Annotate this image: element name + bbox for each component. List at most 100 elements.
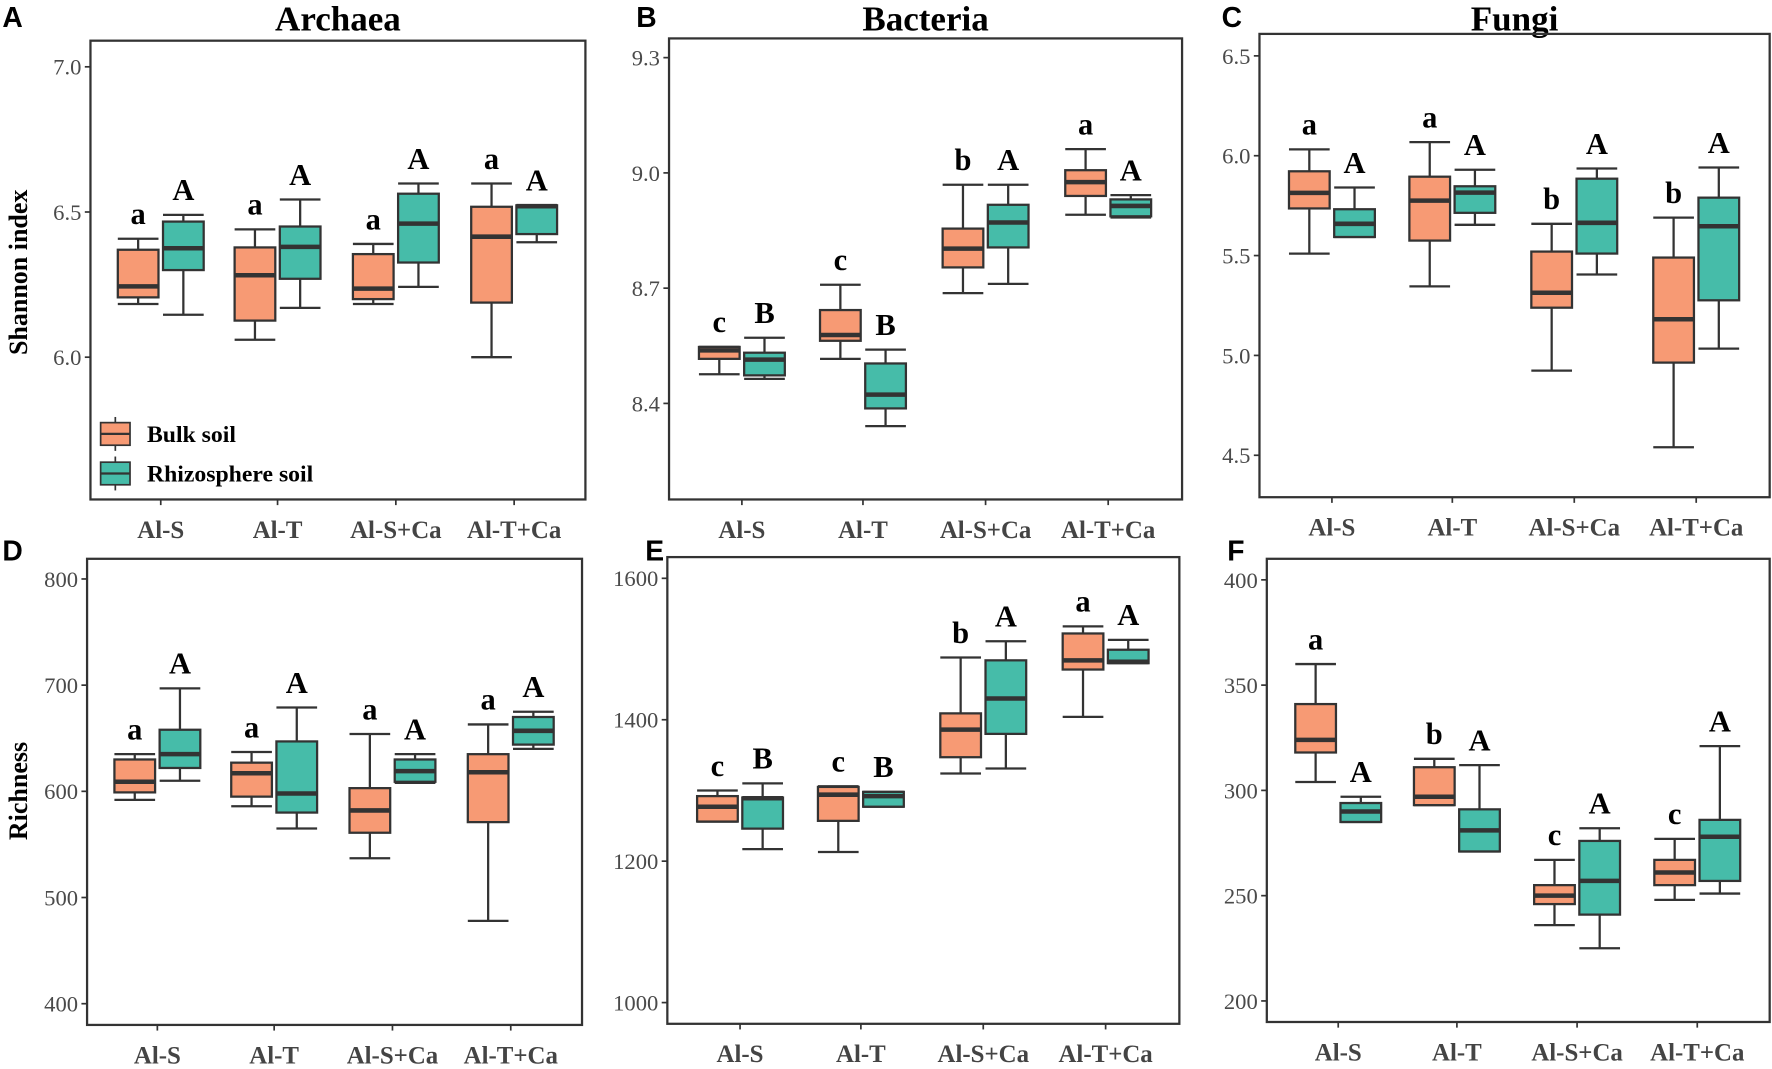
y-tick-label: 7.0 (53, 55, 81, 80)
iqr-box (939, 712, 983, 759)
significance-letter: a (1422, 100, 1437, 134)
x-tick-label: Al-T+Ca (464, 1042, 559, 1069)
iqr-box (470, 205, 514, 304)
y-tick-label: 1000 (613, 990, 658, 1015)
x-tick-label: Al-T (1427, 515, 1477, 542)
significance-letter: a (484, 142, 499, 176)
iqr-box (1408, 175, 1452, 242)
x-tick-label: Al-T+Ca (467, 517, 562, 544)
bulk-box: a (348, 692, 392, 860)
significance-letter: A (1344, 146, 1366, 180)
panel-f: F 200 250 300 350 400 Al-S Al-T Al-S+Ca Al-T+Ca a b… (1224, 534, 1771, 1066)
y-tick-label: 1200 (613, 849, 658, 874)
significance-letter: A (522, 670, 544, 704)
significance-letter: c (711, 749, 725, 783)
y-tick-label: 6.5 (1222, 44, 1250, 69)
iqr-box (864, 362, 908, 410)
bulk-box: a (466, 683, 510, 923)
significance-letter: B (873, 750, 893, 784)
y-tick-label: 6.0 (1222, 144, 1250, 169)
y-tick-label: 800 (44, 567, 78, 592)
bulk-box: b (1652, 176, 1696, 449)
iqr-box (816, 785, 860, 822)
rhizosphere-box: A (986, 143, 1030, 286)
significance-letter: a (362, 692, 377, 726)
iqr-box (743, 351, 786, 377)
significance-letter: A (1589, 787, 1611, 821)
legend: Bulk soil Rhizosphere soil (99, 416, 314, 491)
iqr-box (275, 740, 319, 814)
bulk-box: b (939, 616, 983, 775)
significance-letter: A (526, 164, 548, 198)
panel-title: Fungi (1471, 0, 1559, 39)
y-tick-label: 5.5 (1222, 243, 1250, 268)
y-axis-label: Richness (4, 742, 33, 840)
iqr-box (741, 796, 785, 830)
bulk-box: c (1653, 797, 1697, 902)
rhizosphere-box: A (161, 173, 205, 316)
iqr-box (116, 248, 160, 299)
rhizosphere-box: A (511, 670, 555, 750)
significance-letter: a (127, 712, 142, 746)
rhizosphere-box: A (1339, 755, 1383, 824)
significance-letter: c (713, 305, 727, 339)
iqr-box (351, 252, 395, 301)
rhizosphere-box: B (741, 742, 785, 851)
iqr-box (396, 192, 440, 264)
bulk-box: a (1064, 107, 1108, 216)
significance-letter: b (1426, 717, 1443, 751)
bulk-box: c (818, 243, 862, 360)
x-tick-label: Al-T (1432, 1039, 1482, 1066)
x-tick-label: Al-S (137, 517, 184, 544)
iqr-box (986, 203, 1030, 249)
y-tick-label: 8.4 (632, 391, 660, 416)
significance-letter: a (1302, 108, 1317, 142)
significance-letter: A (169, 647, 191, 681)
y-tick-label: 600 (44, 779, 78, 804)
significance-letter: b (952, 616, 969, 650)
significance-letter: A (172, 173, 194, 207)
bulk-box: a (1408, 100, 1452, 288)
bulk-box: a (1294, 622, 1338, 784)
rhizosphere-box: A (1109, 153, 1153, 219)
y-tick-label: 5.0 (1222, 343, 1250, 368)
iqr-box (466, 753, 510, 824)
panel-letter: D (2, 534, 22, 566)
significance-letter: B (875, 308, 895, 342)
significance-letter: b (1665, 176, 1682, 210)
rhizosphere-box: B (862, 750, 905, 808)
rhizosphere-box: A (1697, 126, 1741, 350)
x-tick-label: Al-T+Ca (1061, 517, 1156, 544)
rhizosphere-box: A (1575, 127, 1619, 276)
panel-letter: E (645, 534, 664, 566)
y-tick-label: 700 (44, 673, 78, 698)
bulk-box: b (1530, 182, 1574, 372)
significance-letter: a (481, 683, 496, 717)
legend-label: Rhizosphere soil (147, 461, 314, 487)
x-tick-label: Al-S (718, 517, 765, 544)
iqr-box (515, 204, 559, 236)
y-tick-label: 350 (1224, 673, 1258, 698)
x-tick-label: Al-T (253, 517, 303, 544)
rhizosphere-box: A (278, 158, 322, 309)
x-tick-label: Al-S+Ca (1529, 515, 1621, 542)
plot-frame (1258, 32, 1771, 499)
bulk-box: a (351, 202, 395, 306)
bulk-box: a (1061, 585, 1105, 719)
panel-e: E 1000 1200 1400 1600 Al-S Al-T Al-S+Ca Al-T+Ca c… (613, 534, 1181, 1068)
plot-frame (667, 37, 1184, 501)
x-tick-label: Al-S+Ca (350, 517, 442, 544)
rhizosphere-box: A (1453, 128, 1497, 226)
bulk-box: c (1533, 818, 1576, 927)
x-tick-label: Al-S (1308, 515, 1355, 542)
y-tick-label: 400 (44, 992, 78, 1017)
y-tick-label: 6.5 (53, 200, 81, 225)
iqr-box (1061, 632, 1105, 671)
significance-letter: c (1668, 797, 1682, 831)
y-tick-label: 1400 (613, 708, 658, 733)
x-tick-label: Al-T+Ca (1058, 1041, 1153, 1068)
y-tick-label: 4.5 (1222, 443, 1250, 468)
bulk-box: b (1412, 717, 1456, 807)
x-tick-label: Al-S+Ca (347, 1042, 439, 1069)
rhizosphere-box: A (515, 164, 559, 244)
